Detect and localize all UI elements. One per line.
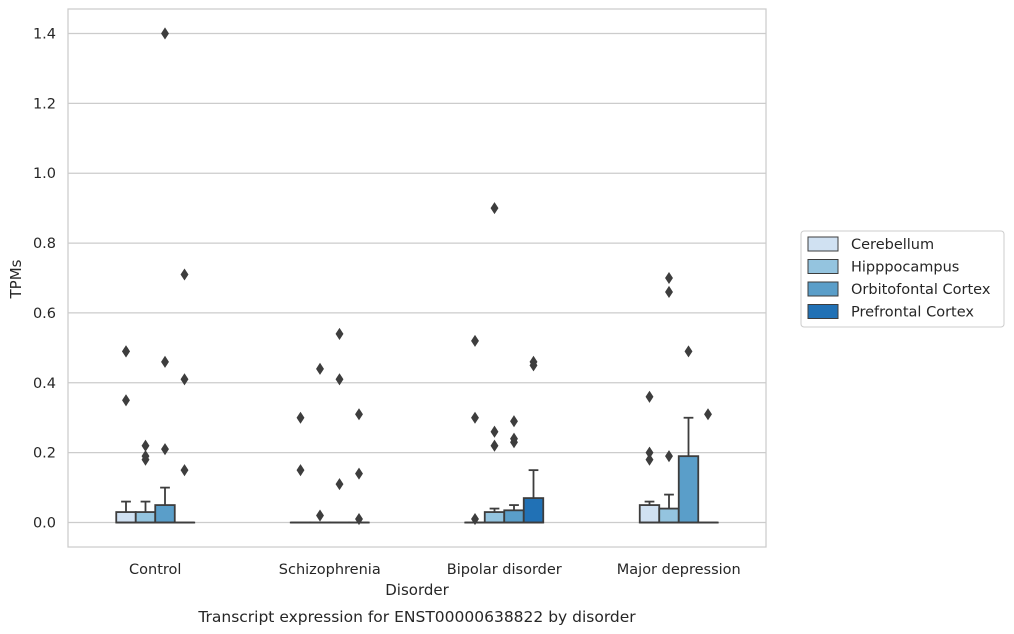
box-group xyxy=(134,439,157,524)
outlier-point xyxy=(316,509,324,522)
outlier-point xyxy=(355,467,363,480)
y-tick-label: 0.8 xyxy=(33,236,56,252)
box-marks xyxy=(115,27,719,526)
outlier-point xyxy=(141,450,150,463)
y-tick-label: 1.0 xyxy=(33,166,56,182)
x-tick-label: Schizophrenia xyxy=(279,562,381,578)
outlier-point xyxy=(316,362,324,375)
legend-swatch xyxy=(807,259,839,274)
legend-label: Prefrontal Cortex xyxy=(851,305,974,321)
box-group xyxy=(348,408,370,526)
box-group xyxy=(115,345,137,524)
outlier-point xyxy=(161,443,169,456)
outlier-point xyxy=(471,334,479,347)
outlier-point xyxy=(180,373,189,386)
outlier-point xyxy=(490,439,499,452)
box xyxy=(154,504,176,524)
y-tick-label: 1.2 xyxy=(33,96,56,112)
y-tick-label: 0.4 xyxy=(33,376,56,392)
outlier-point xyxy=(161,27,169,40)
y-tick-label: 0.0 xyxy=(33,516,56,532)
box-group xyxy=(522,355,545,524)
outlier-point xyxy=(490,425,499,438)
box-group xyxy=(658,271,680,524)
legend-frame xyxy=(800,230,1005,328)
y-tick-label: 0.6 xyxy=(33,306,56,322)
outlier-point xyxy=(684,345,693,358)
x-tick-label: Control xyxy=(129,562,181,578)
box xyxy=(522,497,545,524)
box xyxy=(658,507,680,524)
outlier-point xyxy=(665,450,673,463)
outlier-point xyxy=(122,345,130,358)
legend-label: Cerebellum xyxy=(851,237,934,253)
outlier-point xyxy=(645,390,654,403)
outlier-point xyxy=(471,411,479,424)
x-tick-label: Major depression xyxy=(617,562,741,578)
y-tick-label: 0.2 xyxy=(33,446,56,462)
outlier-point xyxy=(335,373,344,386)
y-tick-labels: 0.0 0.2 0.4 0.6 0.8 1.0 1.2 1.4 xyxy=(33,26,56,531)
box-group xyxy=(173,268,196,524)
outlier-point xyxy=(510,415,518,428)
box xyxy=(638,504,661,524)
legend-swatch xyxy=(807,281,839,297)
box xyxy=(677,455,700,524)
outlier-point xyxy=(529,355,538,368)
x-tick-label: Bipolar disorder xyxy=(447,562,562,578)
y-axis-label: TPMs xyxy=(7,259,25,299)
outlier-point xyxy=(490,202,499,215)
box-group xyxy=(677,345,700,524)
box-group xyxy=(154,27,176,524)
outlier-point xyxy=(296,464,305,477)
outlier-point xyxy=(471,513,479,526)
legend-swatch xyxy=(807,304,839,319)
outlier-point xyxy=(510,432,518,445)
legend-swatch xyxy=(807,236,839,252)
outlier-point xyxy=(180,268,189,281)
box-group xyxy=(638,390,661,524)
outlier-point xyxy=(180,464,189,477)
outlier-point xyxy=(161,355,169,368)
outlier-point xyxy=(296,411,305,424)
outlier-point xyxy=(665,271,673,285)
box xyxy=(115,511,137,524)
box xyxy=(483,511,506,524)
outlier-point xyxy=(141,439,150,452)
legend-label: Orbitofontal Cortex xyxy=(851,282,991,298)
outlier-point xyxy=(335,327,344,340)
legend-label: Hipppocampus xyxy=(851,260,959,276)
box xyxy=(503,509,525,524)
outlier-point xyxy=(355,513,363,526)
chart-caption: Transcript expression for ENST0000063882… xyxy=(197,608,636,626)
box-group xyxy=(289,411,312,524)
legend: Cerebellum Hipppocampus Orbitofontal Corte… xyxy=(800,230,1005,328)
outlier-point xyxy=(665,285,673,299)
outlier-point xyxy=(355,408,363,421)
outlier-point xyxy=(645,446,654,459)
y-tick-label: 1.4 xyxy=(33,26,56,42)
box xyxy=(134,511,157,524)
outlier-point xyxy=(704,408,712,421)
box-group xyxy=(328,327,351,524)
x-axis-label: Disorder xyxy=(385,581,449,599)
box-group xyxy=(503,415,525,524)
plot-area xyxy=(67,8,767,548)
outlier-point xyxy=(122,394,130,407)
box-group xyxy=(697,408,719,524)
outlier-point xyxy=(335,478,344,491)
outlier-point xyxy=(645,453,654,466)
x-tick-labels: Control Schizophrenia Bipolar disorder Majo… xyxy=(129,562,741,578)
